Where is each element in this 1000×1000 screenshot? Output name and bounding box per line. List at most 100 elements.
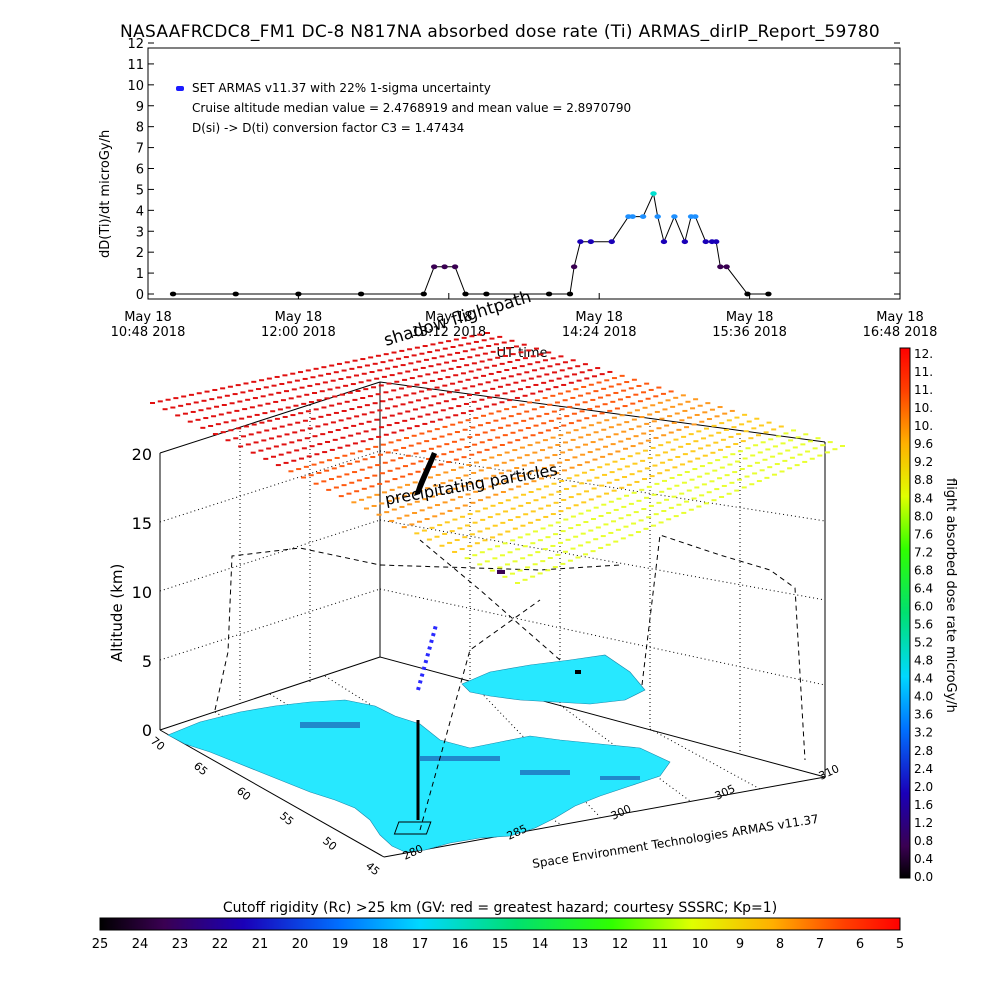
dose-rate-point: [744, 291, 751, 297]
dose-sheet-cell: [419, 352, 425, 355]
dose-sheet-cell: [429, 526, 435, 529]
dose-sheet-cell: [321, 406, 327, 409]
dose-sheet-cell: [396, 357, 402, 360]
dose-sheet-cell: [701, 483, 707, 486]
dose-sheet-cell: [500, 521, 506, 524]
dose-sheet-cell: [349, 481, 355, 484]
dose-sheet-cell: [422, 345, 428, 348]
dose-sheet-cell: [608, 531, 614, 534]
dose-sheet-cell: [505, 424, 511, 427]
dose-sheet-cell: [507, 441, 513, 444]
dose-sheet-cell: [555, 521, 561, 524]
dose-sheet-cell: [615, 450, 621, 453]
dose-sheet-cell: [791, 429, 797, 432]
dose-sheet-cell: [437, 378, 443, 381]
dose-sheet-cell: [497, 533, 503, 536]
dose-sheet-cell: [785, 449, 791, 452]
dose-sheet-cell: [555, 443, 561, 446]
dose-sheet-cell: [488, 485, 494, 488]
dose-sheet-cell: [422, 498, 428, 501]
dose-sheet-cell: [679, 492, 685, 495]
dose-sheet-cell: [580, 453, 586, 456]
dose-sheet-cell: [494, 464, 500, 467]
dose-sheet-cell: [496, 454, 502, 457]
dose-sheet-cell: [461, 456, 467, 459]
dose-colorbar-tick-label: 0.0: [914, 870, 933, 884]
dose-sheet-cell: [442, 425, 448, 428]
dose-sheet-cell: [739, 423, 745, 426]
dose-sheet-cell: [561, 383, 567, 386]
dose-sheet-cell: [556, 490, 562, 493]
dose-sheet-cell: [255, 388, 261, 391]
dose-sheet-cell: [363, 430, 369, 433]
dose-sheet-cell: [832, 448, 838, 451]
dose-sheet-cell: [318, 415, 324, 418]
cutoff-rigidity-tick-label: 16: [452, 937, 469, 952]
dose-sheet-cell: [366, 379, 372, 382]
dose-sheet-cell: [499, 362, 505, 365]
dose-sheet-cell: [709, 408, 715, 411]
dose-sheet-cell: [644, 382, 650, 385]
dose-sheet-cell: [651, 493, 657, 496]
dose-sheet-cell: [416, 442, 422, 445]
dose-sheet-cell: [511, 367, 517, 370]
dose-sheet-cell: [512, 560, 518, 563]
dose-sheet-cell: [568, 381, 574, 384]
dose-sheet-cell: [547, 556, 553, 559]
dose-sheet-cell: [628, 534, 634, 537]
dose-sheet-cell: [513, 496, 519, 499]
dose-sheet-cell: [580, 532, 586, 535]
dose-sheet-cell: [634, 480, 640, 483]
dose-sheet-cell: [643, 527, 649, 530]
dose-sheet-cell: [252, 397, 258, 400]
dose-sheet-cell: [725, 445, 731, 448]
dose-sheet-cell: [635, 452, 641, 455]
dose-sheet-cell: [432, 484, 438, 487]
dose-sheet-cell: [313, 367, 319, 370]
dose-sheet-cell: [581, 385, 587, 388]
dose-sheet-cell: [721, 484, 727, 487]
dose-sheet-cell: [417, 415, 423, 418]
dose-sheet-cell: [722, 412, 728, 415]
dose-sheet-cell: [462, 504, 468, 507]
dose-sheet-cell: [379, 426, 385, 429]
dose-sheet-cell: [719, 495, 725, 498]
dose-sheet-cell: [542, 439, 548, 442]
dose-sheet-cell: [682, 409, 688, 412]
cutoff-rigidity-tick-label: 18: [372, 937, 389, 952]
dose-sheet-cell: [501, 377, 507, 380]
dose-sheet-cell: [550, 544, 556, 547]
dose-sheet-cell: [637, 470, 643, 473]
dose-sheet-cell: [341, 484, 347, 487]
dose-sheet-cell: [341, 369, 347, 372]
dose-sheet-cell: [637, 400, 643, 403]
dose-sheet-cell: [457, 496, 463, 499]
dose-sheet-cell: [396, 439, 402, 442]
dose-sheet-cell: [479, 360, 485, 363]
dose-sheet-cell: [434, 386, 440, 389]
dose-sheet-cell: [590, 518, 596, 521]
dose-sheet-cell: [338, 495, 344, 498]
dose-sheet-cell: [411, 392, 417, 395]
dose-sheet-cell: [743, 430, 749, 433]
dose-sheet-cell: [604, 379, 610, 382]
dose-sheet-cell: [582, 401, 588, 404]
dose-sheet-cell: [710, 451, 716, 454]
dose-sheet-cell: [273, 400, 279, 403]
dose-rate-point: [570, 264, 578, 270]
dose-sheet-cell: [412, 481, 418, 484]
dose-sheet-cell: [361, 413, 367, 416]
dose-sheet-cell: [352, 471, 358, 474]
dose-sheet-cell: [668, 431, 674, 434]
dose-sheet-cell: [279, 382, 285, 385]
dose-sheet-cell: [516, 485, 522, 488]
dose-sheet-cell: [543, 485, 549, 488]
dose-sheet-cell: [686, 489, 692, 492]
dose-sheet-cell: [610, 443, 616, 446]
dose-sheet-cell: [575, 524, 581, 527]
dose-sheet-cell: [522, 394, 528, 397]
dose-sheet-cell: [755, 434, 761, 437]
dose-sheet-cell: [420, 406, 426, 409]
dose-sheet-cell: [779, 470, 785, 473]
dose-sheet-cell: [626, 514, 632, 517]
